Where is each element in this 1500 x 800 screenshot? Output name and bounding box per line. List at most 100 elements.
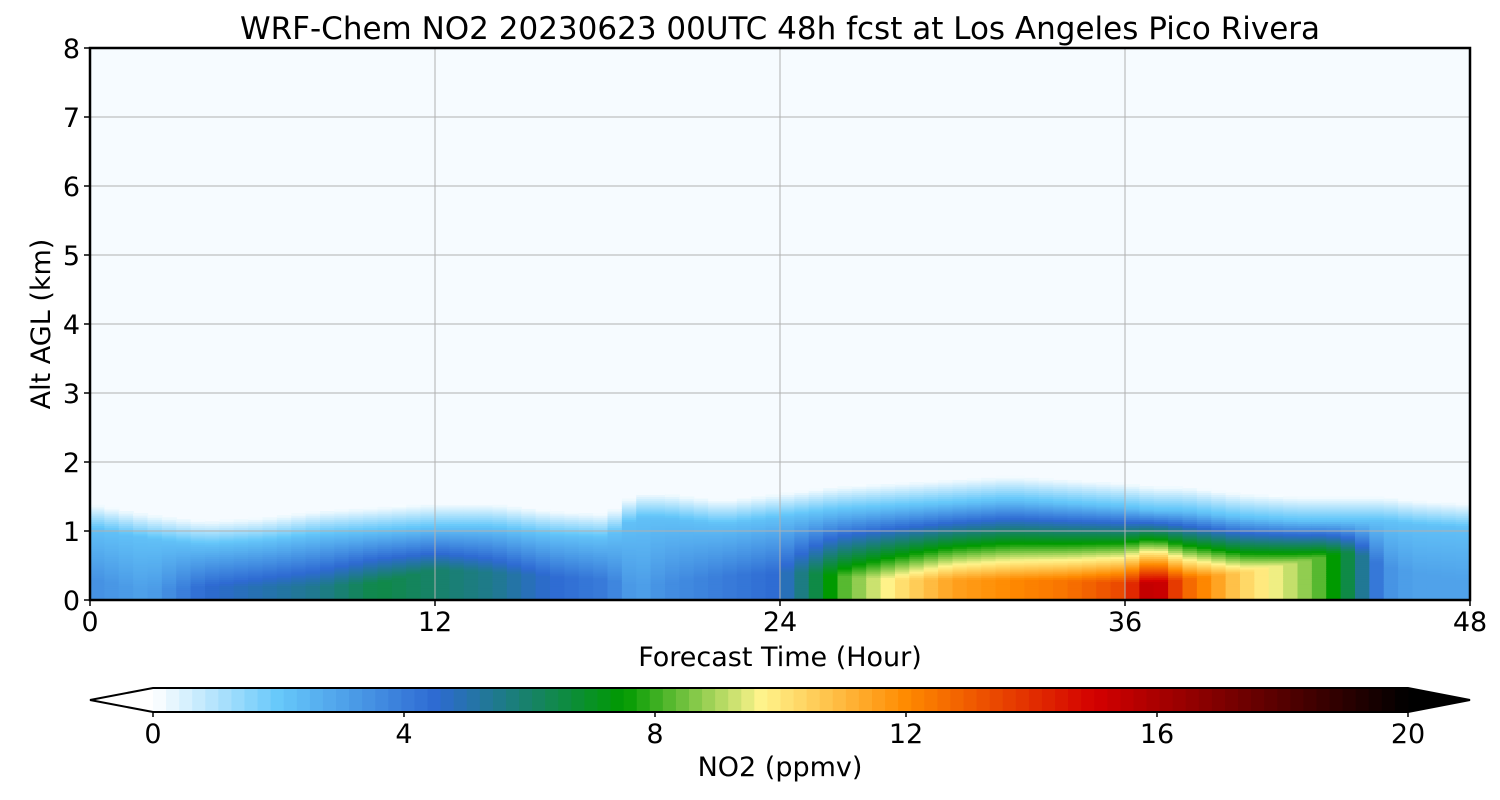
no2-field-cell xyxy=(1283,583,1299,587)
no2-field-cell xyxy=(1254,575,1270,578)
no2-field-cell xyxy=(363,506,379,510)
no2-field-cell xyxy=(90,587,105,591)
no2-field-cell xyxy=(1240,498,1255,502)
no2-field-cell xyxy=(377,506,393,510)
no2-field-cell xyxy=(506,564,522,568)
no2-field-cell xyxy=(736,502,752,506)
no2-field-cell xyxy=(205,544,220,547)
no2-field-cell xyxy=(966,593,982,597)
no2-field-cell xyxy=(305,523,321,527)
no2-field-cell xyxy=(1311,513,1327,516)
no2-field-cell xyxy=(535,510,551,514)
no2-field-cell xyxy=(492,595,508,599)
no2-field-cell xyxy=(564,533,580,537)
no2-field-cell xyxy=(219,587,235,591)
no2-field-cell xyxy=(780,510,795,514)
no2-field-cell xyxy=(837,486,853,489)
y-tick-label: 0 xyxy=(63,586,80,617)
no2-field-cell xyxy=(765,515,781,518)
no2-field-cell xyxy=(233,544,249,547)
no2-field-cell xyxy=(348,546,364,549)
no2-field-cell xyxy=(1326,519,1342,522)
no2-field-cell xyxy=(909,486,925,489)
no2-field-cell xyxy=(981,575,997,578)
no2-field-cell xyxy=(693,544,709,547)
no2-field-cell xyxy=(133,550,149,553)
no2-field-cell xyxy=(607,550,623,553)
no2-field-cell xyxy=(161,550,177,553)
no2-field-cell xyxy=(621,583,637,587)
colorbar-segment xyxy=(401,688,416,712)
no2-field-cell xyxy=(1096,560,1112,564)
no2-field-cell xyxy=(966,591,982,595)
no2-field-cell xyxy=(320,571,335,574)
no2-field-cell xyxy=(1211,521,1227,525)
no2-field-cell xyxy=(607,554,623,558)
colorbar-segment xyxy=(179,688,193,712)
no2-field-cell xyxy=(377,577,393,580)
no2-field-cell xyxy=(1369,579,1385,582)
no2-field-cell xyxy=(895,519,910,522)
no2-field-cell xyxy=(90,515,105,518)
no2-field-cell xyxy=(1038,546,1054,549)
no2-field-cell xyxy=(1369,539,1385,543)
no2-field-cell xyxy=(449,595,465,599)
no2-field-cell xyxy=(305,537,321,541)
no2-field-cell xyxy=(823,504,839,508)
no2-field-cell xyxy=(665,496,680,500)
no2-field-cell xyxy=(1081,568,1097,572)
no2-field-cell xyxy=(420,577,436,580)
no2-field-cell xyxy=(1153,556,1169,560)
no2-field-cell xyxy=(506,523,522,527)
no2-field-cell xyxy=(952,515,968,518)
no2-field-cell xyxy=(1010,542,1025,545)
no2-field-cell xyxy=(895,548,910,551)
no2-field-cell xyxy=(1398,513,1414,516)
no2-field-cell xyxy=(1283,595,1299,599)
no2-field-cell xyxy=(90,562,105,566)
no2-field-cell xyxy=(334,544,350,547)
no2-field-cell xyxy=(1038,556,1054,560)
no2-field-cell xyxy=(1426,593,1442,597)
no2-field-cell xyxy=(981,496,997,500)
no2-field-cell xyxy=(1153,517,1169,520)
no2-field-cell xyxy=(348,513,364,516)
no2-field-cell xyxy=(406,595,422,599)
no2-field-cell xyxy=(895,583,910,587)
no2-field-cell xyxy=(636,508,652,512)
no2-field-cell xyxy=(176,521,192,525)
no2-field-cell xyxy=(377,591,393,595)
no2-field-cell xyxy=(938,554,954,558)
colorbar-segment xyxy=(819,688,834,712)
no2-field-cell xyxy=(823,595,839,599)
no2-field-cell xyxy=(1254,571,1270,574)
no2-field-cell xyxy=(866,552,882,556)
no2-field-cell xyxy=(607,560,623,564)
no2-field-cell xyxy=(1311,542,1327,545)
no2-field-cell xyxy=(679,595,695,599)
no2-field-cell xyxy=(808,575,824,578)
no2-field-cell xyxy=(1081,510,1097,514)
no2-field-cell xyxy=(1182,571,1198,574)
no2-field-cell xyxy=(923,513,939,516)
no2-field-cell xyxy=(1067,523,1083,527)
no2-field-cell xyxy=(1110,506,1126,510)
no2-field-cell xyxy=(1125,583,1140,587)
no2-field-cell xyxy=(1182,525,1198,529)
no2-field-cell xyxy=(1311,496,1327,500)
no2-field-cell xyxy=(118,560,134,564)
no2-field-cell xyxy=(133,566,149,570)
no2-field-cell xyxy=(190,577,206,580)
no2-field-cell xyxy=(1254,595,1270,599)
no2-field-cell xyxy=(161,575,177,578)
no2-field-cell xyxy=(1283,537,1299,541)
no2-field-cell xyxy=(449,533,465,537)
no2-field-cell xyxy=(736,564,752,568)
no2-field-cell xyxy=(679,571,695,574)
no2-field-cell xyxy=(981,533,997,537)
no2-field-cell xyxy=(1110,486,1126,489)
no2-field-cell xyxy=(564,585,580,589)
no2-field-cell xyxy=(765,535,781,539)
no2-field-cell xyxy=(1038,581,1054,585)
no2-field-cell xyxy=(693,548,709,551)
